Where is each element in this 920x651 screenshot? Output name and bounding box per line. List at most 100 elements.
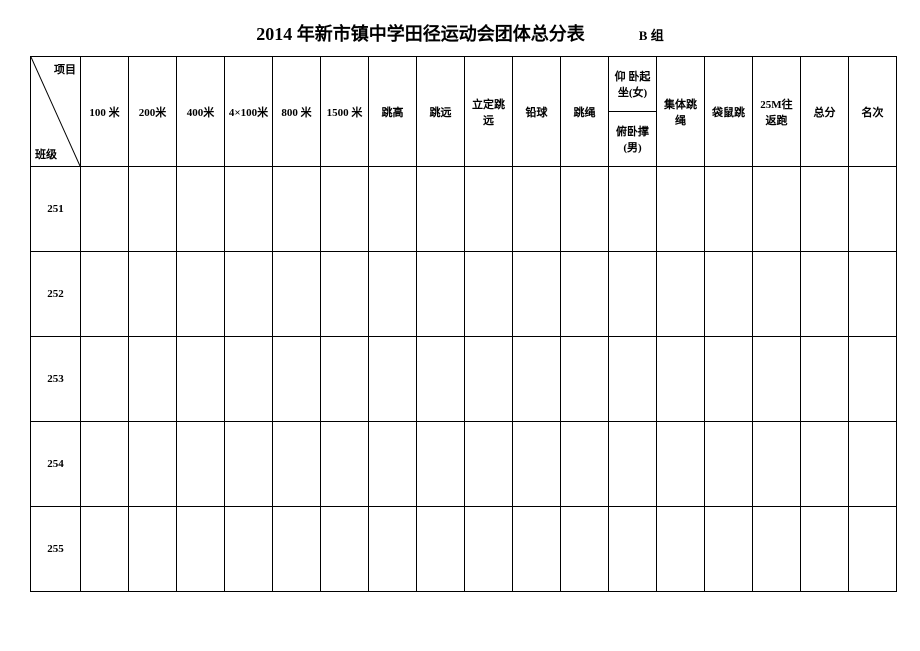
cell: [561, 422, 609, 507]
cell: [657, 422, 705, 507]
cell: [705, 167, 753, 252]
cell: [417, 167, 465, 252]
cell: [369, 337, 417, 422]
cell: [273, 337, 321, 422]
cell: [849, 167, 897, 252]
cell: [369, 252, 417, 337]
cell: [513, 167, 561, 252]
col-header: 25M往返跑: [753, 57, 801, 167]
diagonal-header: 项目 班级: [31, 57, 81, 167]
cell: [81, 252, 129, 337]
cell: [609, 252, 657, 337]
col-header: 总分: [801, 57, 849, 167]
cell: [177, 252, 225, 337]
cell: [129, 167, 177, 252]
cell: [465, 252, 513, 337]
row-label: 254: [31, 422, 81, 507]
col-header: 集体跳绳: [657, 57, 705, 167]
cell: [465, 422, 513, 507]
table-row: 255: [31, 507, 897, 592]
cell: [513, 422, 561, 507]
cell: [81, 422, 129, 507]
cell: [273, 167, 321, 252]
cell: [657, 167, 705, 252]
table-row: 251: [31, 167, 897, 252]
cell: [321, 252, 369, 337]
col-header: 200米: [129, 57, 177, 167]
cell: [81, 337, 129, 422]
cell: [513, 252, 561, 337]
cell: [225, 507, 273, 592]
cell: [753, 507, 801, 592]
row-label: 251: [31, 167, 81, 252]
diag-bottom-label: 班级: [35, 146, 57, 162]
cell: [801, 422, 849, 507]
table-header: 项目 班级 100 米 200米 400米 4×100米 800 米 1500 …: [31, 57, 897, 167]
cell: [321, 507, 369, 592]
col-header: 800 米: [273, 57, 321, 167]
cell: [81, 507, 129, 592]
cell: [273, 422, 321, 507]
cell: [561, 167, 609, 252]
cell: [657, 507, 705, 592]
cell: [513, 337, 561, 422]
col-header: 100 米: [81, 57, 129, 167]
col-header: 铅球: [513, 57, 561, 167]
cell: [753, 422, 801, 507]
cell: [321, 167, 369, 252]
cell: [657, 337, 705, 422]
group-label: B 组: [639, 25, 664, 44]
cell: [417, 252, 465, 337]
cell: [417, 337, 465, 422]
row-label: 253: [31, 337, 81, 422]
cell: [705, 422, 753, 507]
col-header: 名次: [849, 57, 897, 167]
cell: [849, 337, 897, 422]
title-row: 2014 年新市镇中学田径运动会团体总分表 B 组: [30, 20, 890, 46]
cell: [753, 252, 801, 337]
col-header: 跳远: [417, 57, 465, 167]
cell: [177, 167, 225, 252]
cell: [369, 507, 417, 592]
cell: [129, 337, 177, 422]
cell: [369, 167, 417, 252]
cell: [561, 252, 609, 337]
cell: [225, 422, 273, 507]
cell: [177, 422, 225, 507]
cell: [561, 337, 609, 422]
cell: [609, 422, 657, 507]
cell: [129, 252, 177, 337]
cell: [801, 337, 849, 422]
cell: [801, 252, 849, 337]
cell: [705, 507, 753, 592]
cell: [705, 337, 753, 422]
cell: [465, 337, 513, 422]
col-header: 立定跳远: [465, 57, 513, 167]
cell: [177, 337, 225, 422]
diag-top-label: 项目: [54, 61, 76, 77]
col-header: 跳绳: [561, 57, 609, 167]
cell: [849, 507, 897, 592]
cell: [849, 422, 897, 507]
cell: [273, 252, 321, 337]
cell: [417, 507, 465, 592]
table-row: 253: [31, 337, 897, 422]
col-header-pushup: 俯卧撑(男): [609, 112, 657, 167]
cell: [321, 337, 369, 422]
table-body: 251 252: [31, 167, 897, 592]
col-header: 1500 米: [321, 57, 369, 167]
cell: [129, 507, 177, 592]
table-row: 254: [31, 422, 897, 507]
cell: [225, 252, 273, 337]
table-row: 252: [31, 252, 897, 337]
col-header-situp: 仰 卧起 坐(女): [609, 57, 657, 112]
cell: [801, 167, 849, 252]
cell: [609, 167, 657, 252]
cell: [177, 507, 225, 592]
page-title: 2014 年新市镇中学田径运动会团体总分表: [256, 20, 585, 46]
cell: [273, 507, 321, 592]
score-table: 项目 班级 100 米 200米 400米 4×100米 800 米 1500 …: [30, 56, 897, 592]
cell: [465, 507, 513, 592]
cell: [81, 167, 129, 252]
row-label: 252: [31, 252, 81, 337]
